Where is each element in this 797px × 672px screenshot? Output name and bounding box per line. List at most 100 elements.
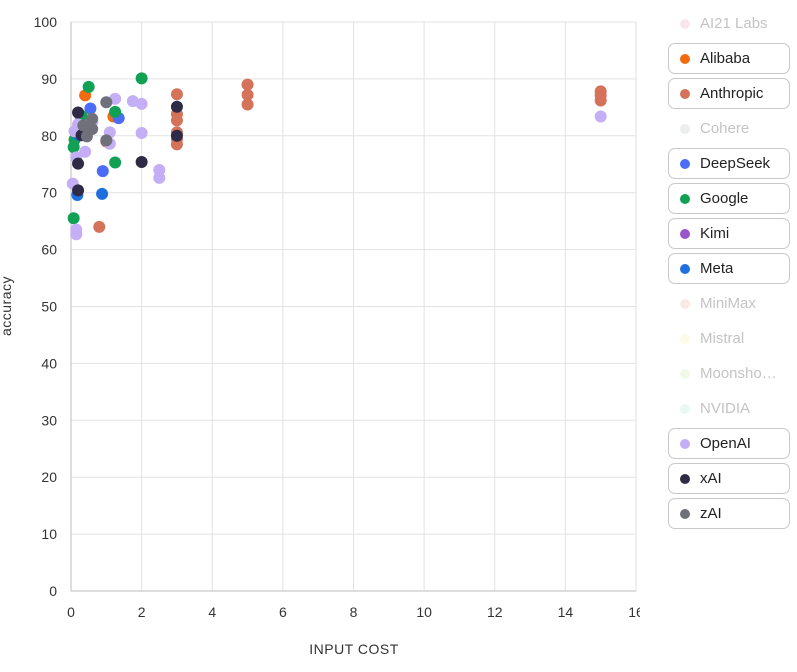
y-tick-label: 80 <box>41 128 57 144</box>
point-xai[interactable] <box>170 129 183 142</box>
legend-item-kimi[interactable]: Kimi <box>668 218 790 249</box>
legend-label: Alibaba <box>700 50 751 67</box>
legend-item-cohere[interactable]: Cohere <box>668 113 790 144</box>
point-xai[interactable] <box>72 106 85 119</box>
point-google[interactable] <box>109 105 122 118</box>
legend-item-moonsho[interactable]: Moonsho… <box>668 358 790 389</box>
legend-label: AI21 Labs <box>700 15 768 32</box>
legend-item-mistral[interactable]: Mistral <box>668 323 790 354</box>
y-tick-label: 50 <box>41 299 57 315</box>
point-xai[interactable] <box>135 155 148 168</box>
point-anthropic[interactable] <box>241 78 254 91</box>
legend-dot-icon <box>680 88 690 99</box>
legend-dot-icon <box>680 228 690 239</box>
x-tick-label: 6 <box>279 604 287 620</box>
x-tick-label: 4 <box>208 604 216 620</box>
legend-dot-icon <box>680 123 690 134</box>
legend-item-alibaba[interactable]: Alibaba <box>668 43 790 74</box>
point-anthropic[interactable] <box>241 88 254 101</box>
legend-label: Google <box>700 190 749 207</box>
point-zai[interactable] <box>86 112 99 125</box>
grid <box>70 21 637 592</box>
point-meta[interactable] <box>96 187 109 200</box>
point-anthropic[interactable] <box>594 94 607 107</box>
scatter-plot: 0 10 20 30 40 50 60 70 80 90 100 0 2 4 6 8 10 12 14 16 <box>34 14 640 620</box>
y-tick-label: 60 <box>41 242 57 258</box>
legend-label: Anthropic <box>700 85 764 102</box>
legend: AI21 Labs Alibaba Anthropic Cohere DeepSeek G… <box>668 8 790 533</box>
y-axis-title: accuracy <box>0 275 14 337</box>
point-zai[interactable] <box>100 96 113 109</box>
legend-item-deepseek[interactable]: DeepSeek <box>668 148 790 179</box>
x-tick-label: 16 <box>628 604 640 620</box>
point-xai[interactable] <box>170 100 183 113</box>
point-openai[interactable] <box>79 145 92 158</box>
point-google[interactable] <box>82 80 95 93</box>
point-openai[interactable] <box>70 228 83 241</box>
legend-dot-icon <box>680 298 690 309</box>
tick-labels: 0 10 20 30 40 50 60 70 80 90 100 0 2 4 6 8 10 12 14 16 <box>34 14 640 620</box>
legend-label: xAI <box>700 470 722 487</box>
legend-dot-icon <box>680 53 690 64</box>
point-google[interactable] <box>109 156 122 169</box>
y-tick-label: 20 <box>41 469 57 485</box>
legend-item-ai21-labs[interactable]: AI21 Labs <box>668 8 790 39</box>
legend-label: MiniMax <box>700 295 756 312</box>
legend-dot-icon <box>680 333 690 344</box>
x-tick-label: 8 <box>350 604 358 620</box>
x-tick-label: 2 <box>138 604 146 620</box>
legend-dot-icon <box>680 158 690 169</box>
x-tick-label: 0 <box>67 604 75 620</box>
point-anthropic[interactable] <box>241 98 254 111</box>
legend-dot-icon <box>680 403 690 414</box>
legend-dot-icon <box>680 438 690 449</box>
point-xai[interactable] <box>72 157 85 170</box>
x-tick-label: 10 <box>416 604 432 620</box>
point-zai[interactable] <box>100 134 113 147</box>
legend-item-nvidia[interactable]: NVIDIA <box>668 393 790 424</box>
legend-item-openai[interactable]: OpenAI <box>668 428 790 459</box>
legend-item-google[interactable]: Google <box>668 183 790 214</box>
x-tick-label: 12 <box>487 604 503 620</box>
point-zai[interactable] <box>77 119 90 132</box>
point-deepseek[interactable] <box>84 102 97 115</box>
legend-dot-icon <box>680 18 690 29</box>
point-anthropic[interactable] <box>170 88 183 101</box>
legend-label: NVIDIA <box>700 400 751 417</box>
y-tick-label: 70 <box>41 185 57 201</box>
legend-label: Mistral <box>700 330 745 347</box>
legend-dot-icon <box>680 368 690 379</box>
legend-item-minimax[interactable]: MiniMax <box>668 288 790 319</box>
data-points <box>66 72 607 241</box>
legend-dot-icon <box>680 508 690 519</box>
point-xai[interactable] <box>72 184 85 197</box>
legend-item-zai[interactable]: zAI <box>668 498 790 529</box>
point-zai[interactable] <box>80 130 93 143</box>
y-tick-label: 100 <box>34 14 58 30</box>
y-tick-label: 40 <box>41 355 57 371</box>
point-deepseek[interactable] <box>96 165 109 178</box>
x-tick-label: 14 <box>558 604 574 620</box>
point-openai[interactable] <box>135 126 148 139</box>
point-anthropic[interactable] <box>170 114 183 127</box>
legend-label: Cohere <box>700 120 750 137</box>
point-google[interactable] <box>135 72 148 85</box>
legend-label: OpenAI <box>700 435 751 452</box>
legend-item-xai[interactable]: xAI <box>668 463 790 494</box>
legend-item-anthropic[interactable]: Anthropic <box>668 78 790 109</box>
legend-label: Meta <box>700 260 734 277</box>
point-openai[interactable] <box>153 171 166 184</box>
point-google[interactable] <box>67 141 80 154</box>
point-openai[interactable] <box>594 110 607 123</box>
point-openai[interactable] <box>126 95 139 108</box>
point-anthropic[interactable] <box>170 138 183 151</box>
legend-dot-icon <box>680 263 690 274</box>
point-google[interactable] <box>67 212 80 225</box>
legend-dot-icon <box>680 193 690 204</box>
y-tick-label: 90 <box>41 71 57 87</box>
y-tick-label: 0 <box>49 583 57 599</box>
point-anthropic[interactable] <box>93 220 106 233</box>
x-axis-title: INPUT COST <box>309 641 399 657</box>
legend-item-meta[interactable]: Meta <box>668 253 790 284</box>
legend-label: zAI <box>700 505 722 522</box>
